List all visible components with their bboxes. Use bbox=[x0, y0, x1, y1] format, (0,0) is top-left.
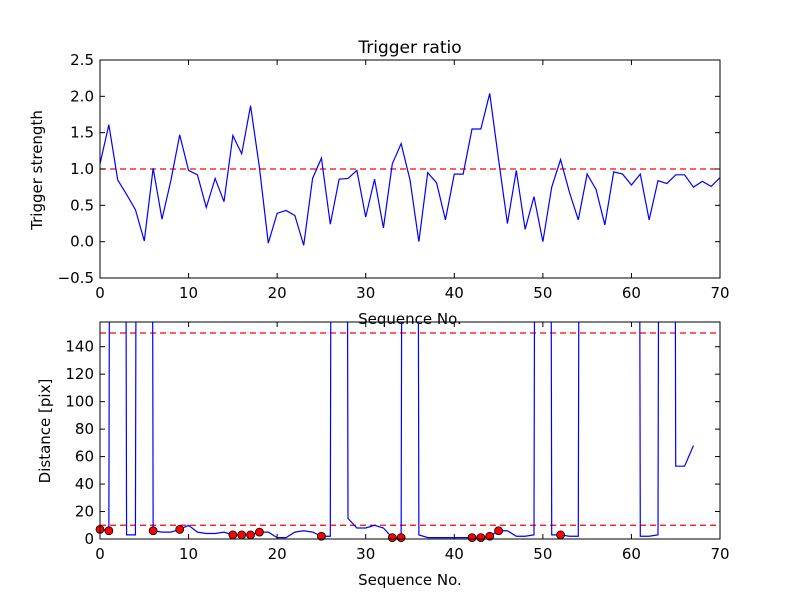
bottom-y-tick-label-3: 60 bbox=[75, 448, 94, 466]
bottom-series-line bbox=[100, 322, 694, 539]
bottom-y-tick-label-4: 80 bbox=[75, 420, 94, 438]
top-x-tick-label-3: 30 bbox=[356, 284, 375, 302]
bottom-marker-point-11 bbox=[467, 533, 477, 543]
bottom-marker-point-7 bbox=[255, 527, 264, 537]
top-x-axis-label: Sequence No. bbox=[358, 310, 462, 328]
top-y-tick-label-0: −0.5 bbox=[58, 269, 94, 287]
bottom-axes-frame bbox=[99, 321, 721, 540]
top-y-tick-label-5: 2.0 bbox=[70, 87, 94, 105]
bottom-x-axis-label: Sequence No. bbox=[358, 571, 462, 589]
top-x-tick-label-2: 20 bbox=[268, 284, 287, 302]
bottom-x-tick-label-4: 40 bbox=[445, 545, 464, 563]
bottom-x-tick-label-0: 0 bbox=[95, 545, 105, 563]
top-x-tick-label-4: 40 bbox=[445, 284, 464, 302]
bottom-marker-point-12 bbox=[476, 533, 486, 543]
bottom-x-tick-label-3: 30 bbox=[356, 545, 375, 563]
top-x-tick-label-6: 60 bbox=[622, 284, 641, 302]
bottom-x-tick-label-2: 20 bbox=[268, 545, 287, 563]
bottom-x-tick-label-6: 60 bbox=[622, 545, 641, 563]
bottom-marker-point-4 bbox=[228, 530, 238, 540]
top-y-tick-label-4: 1.5 bbox=[70, 124, 94, 142]
bottom-plot-area: 0 10 20 30 40 50 60 70 0 20 40 60 80 100 120 140 bbox=[65, 321, 730, 563]
top-y-tick-label-3: 1.0 bbox=[70, 160, 94, 178]
bottom-marker-point-14 bbox=[494, 526, 503, 536]
bottom-y-tick-label-0: 0 bbox=[84, 530, 94, 548]
top-plot-area: 0 10 20 30 40 50 60 70 −0.5 0.0 0.5 1.0 1.5 2.0 2.5 bbox=[58, 51, 730, 302]
bottom-x-tick-label-7: 70 bbox=[710, 545, 729, 563]
top-x-tick-label-1: 10 bbox=[179, 284, 198, 302]
bottom-marker-point-13 bbox=[485, 531, 495, 541]
bottom-marker-point-9 bbox=[387, 533, 397, 543]
bottom-y-tick-label-1: 20 bbox=[75, 503, 94, 521]
bottom-y-tick-label-7: 140 bbox=[65, 338, 94, 356]
top-panel: Trigger ratio 0 10 20 30 40 50 60 70 −0.5 0.0 0.5 1… bbox=[28, 38, 730, 328]
bottom-y-tick-label-2: 40 bbox=[75, 475, 94, 493]
bottom-marker-point-8 bbox=[317, 531, 326, 541]
bottom-marker-point-2 bbox=[148, 526, 158, 536]
bottom-marker-point-15 bbox=[556, 530, 565, 540]
bottom-y-axis-label: Distance [pix] bbox=[36, 379, 54, 484]
top-chart-title: Trigger ratio bbox=[357, 38, 461, 58]
bottom-marker-point-1 bbox=[104, 526, 114, 536]
bottom-x-tick-label-1: 10 bbox=[179, 545, 198, 563]
bottom-panel: 0 10 20 30 40 50 60 70 0 20 40 60 80 100 120 140 Sequen… bbox=[36, 321, 730, 589]
top-x-tick-label-7: 70 bbox=[710, 284, 729, 302]
bottom-x-tick-label-5: 50 bbox=[533, 545, 552, 563]
top-x-tick-label-0: 0 bbox=[95, 284, 105, 302]
top-y-tick-label-6: 2.5 bbox=[70, 51, 94, 69]
bottom-y-tick-label-5: 100 bbox=[65, 393, 94, 411]
bottom-marker-point-3 bbox=[175, 524, 185, 534]
bottom-marker-point-5 bbox=[237, 530, 247, 540]
bottom-marker-point-10 bbox=[396, 533, 406, 543]
top-y-tick-label-2: 0.5 bbox=[70, 196, 94, 214]
top-y-tick-label-1: 0.0 bbox=[70, 233, 94, 251]
top-series-line bbox=[100, 93, 720, 246]
bottom-y-tick-label-6: 120 bbox=[65, 365, 94, 383]
top-y-axis-label: Trigger strength bbox=[28, 110, 46, 231]
top-x-tick-label-5: 50 bbox=[533, 284, 552, 302]
bottom-marker-point-6 bbox=[246, 530, 255, 540]
